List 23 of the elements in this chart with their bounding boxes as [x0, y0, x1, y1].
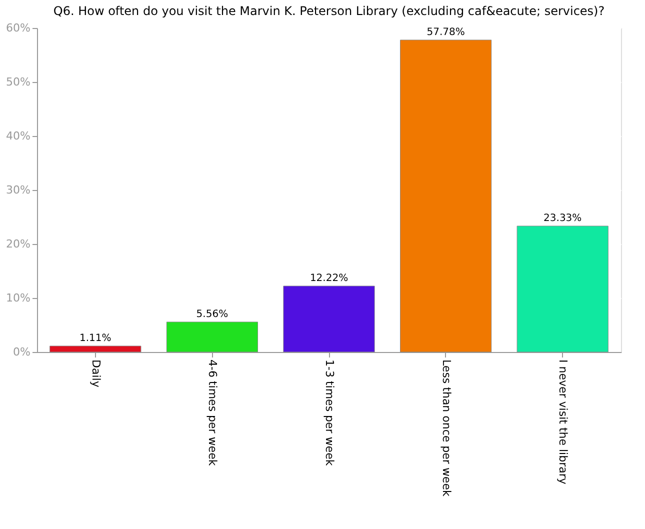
bar — [50, 346, 142, 352]
y-tick-label: 60% — [6, 22, 30, 34]
data-label: 1.11% — [80, 333, 112, 344]
data-label: 5.56% — [196, 308, 228, 320]
x-tick-label: Less than once per week — [440, 360, 453, 497]
bar — [283, 286, 375, 352]
x-tick-label: Daily — [89, 360, 102, 388]
chart-title: Q6. How often do you visit the Marvin K. Peterson Library (excluding caf&eacute; services)? — [53, 4, 605, 18]
y-tick-label: 10% — [6, 292, 30, 304]
y-tick-label: 30% — [6, 184, 30, 196]
data-label: 12.22% — [310, 273, 348, 284]
data-label: 57.78% — [426, 26, 465, 38]
x-tick-label: I never visit the library — [556, 360, 570, 485]
bar — [166, 322, 258, 352]
y-tick-label: 20% — [6, 238, 30, 250]
bar — [400, 40, 492, 352]
y-tick-label: 40% — [6, 130, 30, 142]
bar — [516, 226, 608, 352]
data-label: 23.33% — [544, 213, 582, 224]
y-tick-label: 50% — [6, 76, 30, 88]
x-tick-label: 1-3 times per week — [323, 360, 336, 466]
x-tick-label: 4-6 times per week — [206, 360, 220, 466]
y-tick-label: 0% — [13, 346, 30, 358]
